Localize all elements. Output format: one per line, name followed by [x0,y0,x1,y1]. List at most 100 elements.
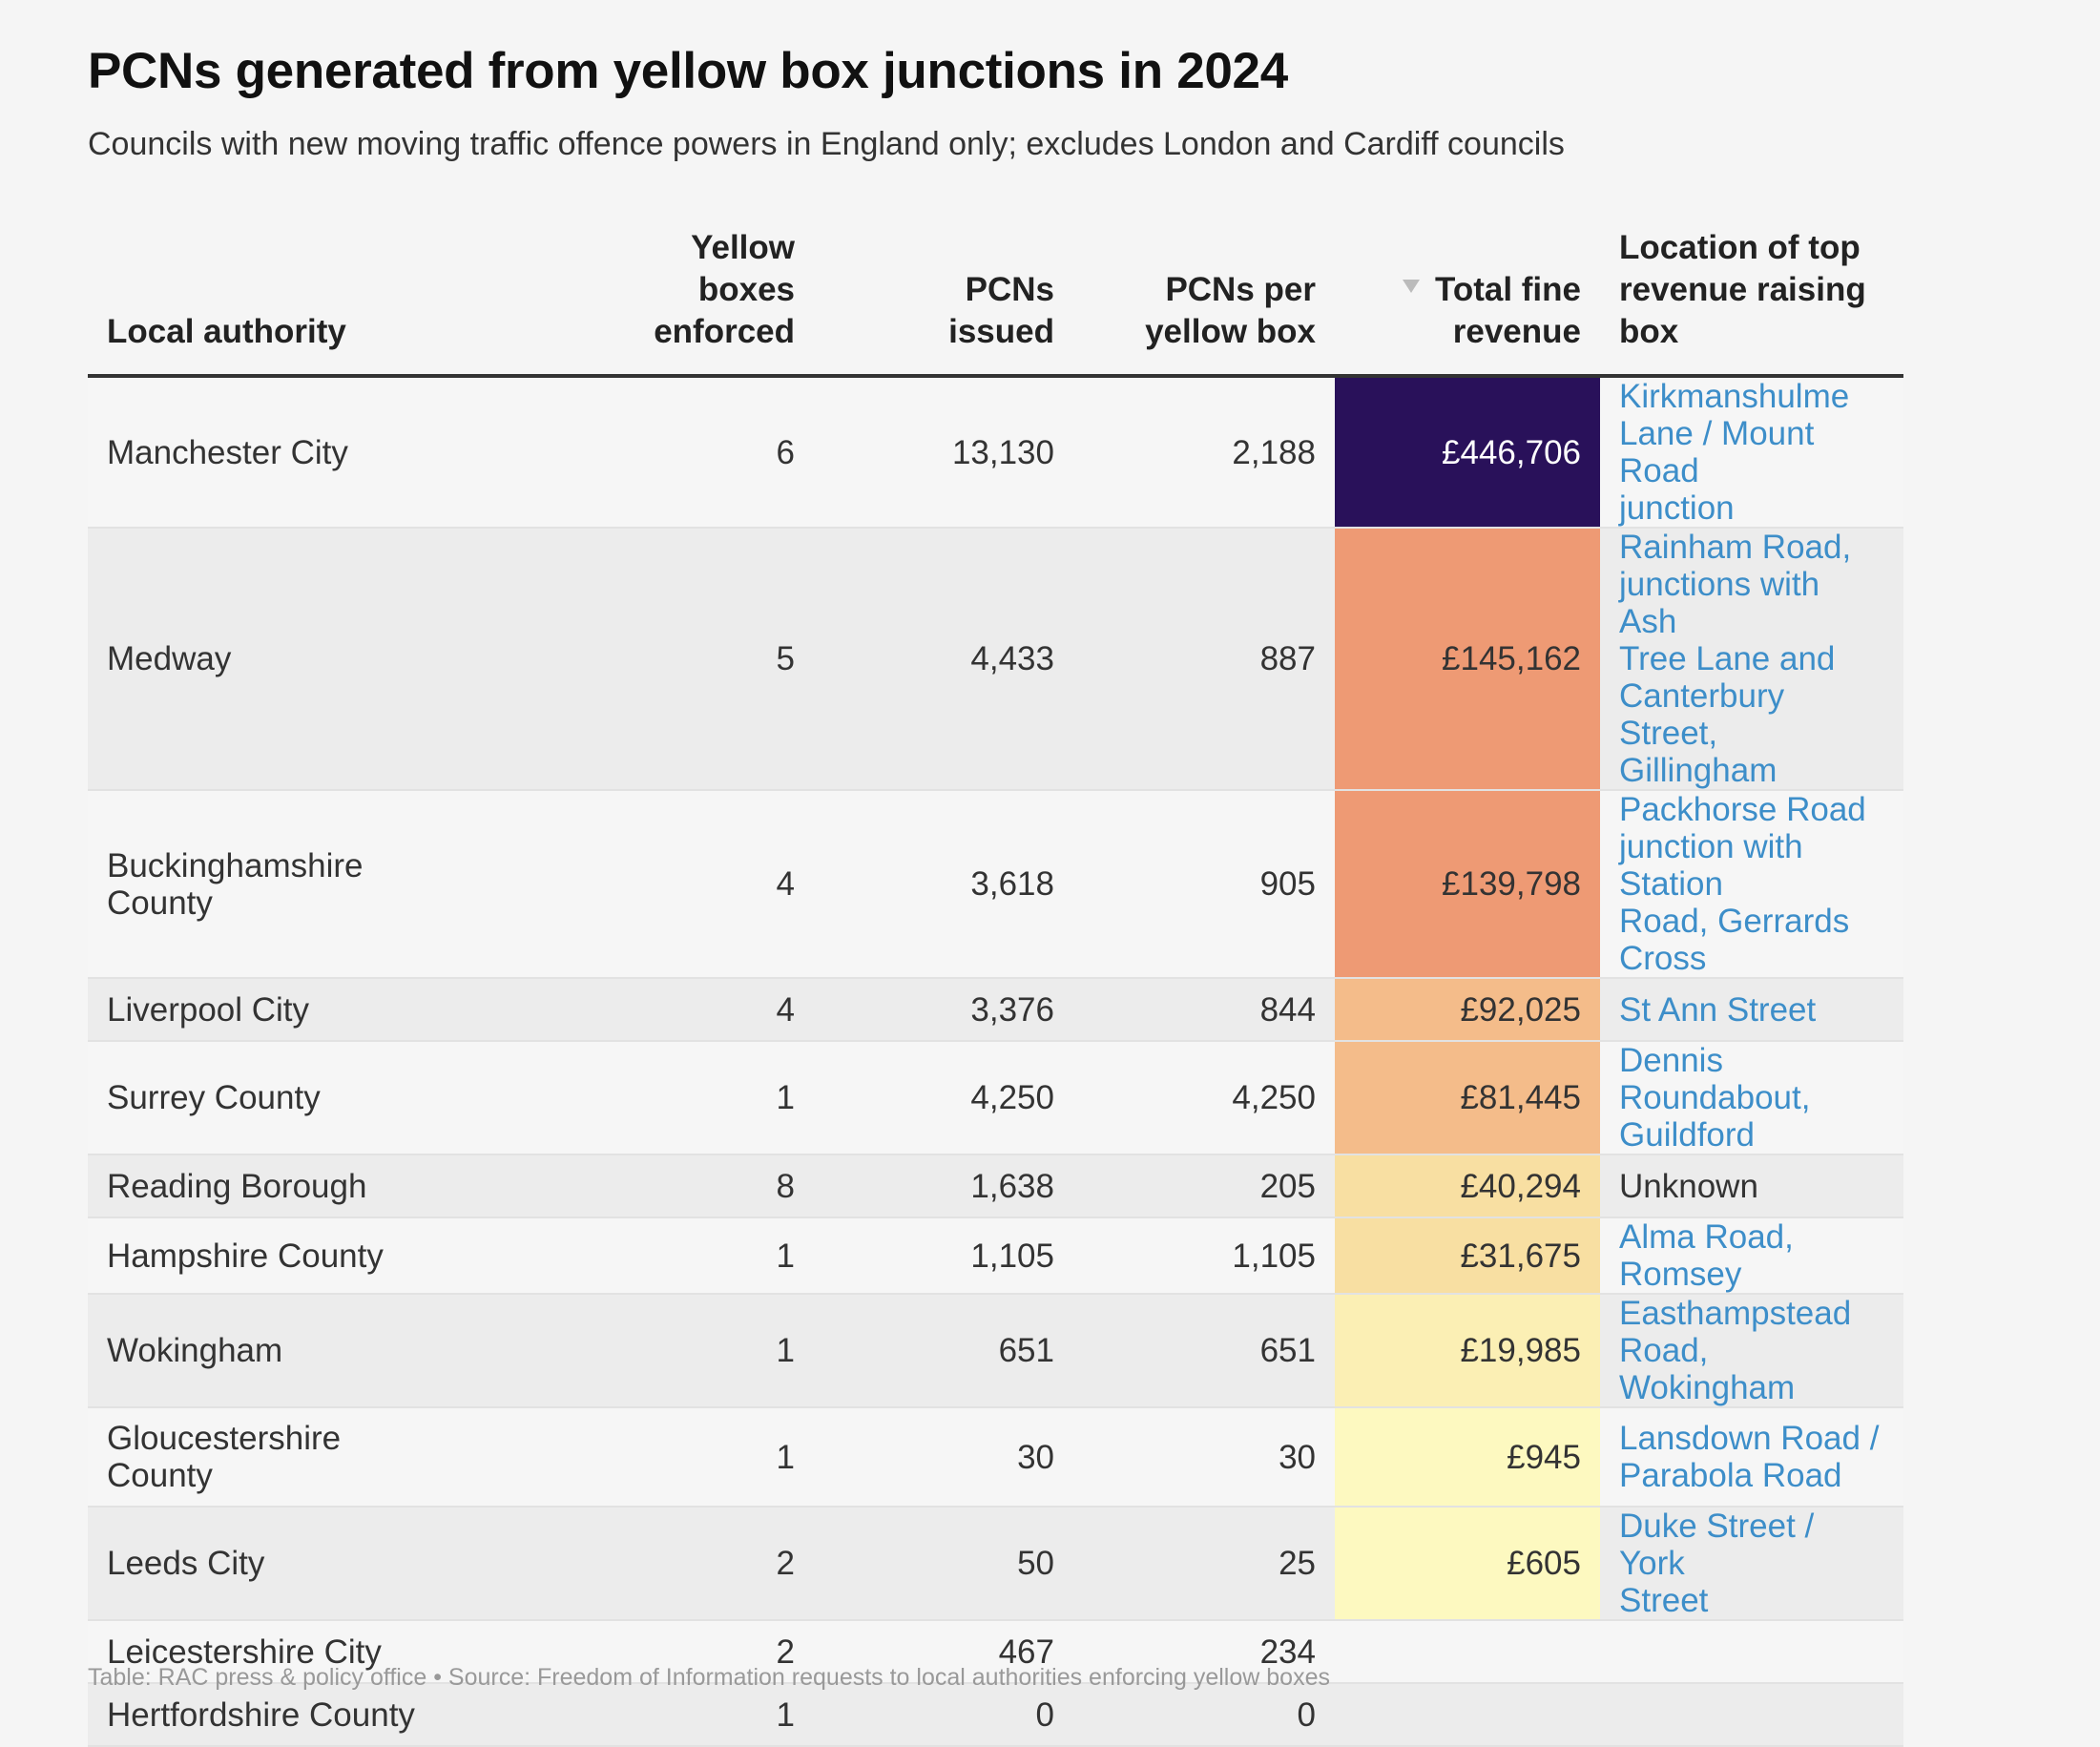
cell-location: Easthampstead Road, Wokingham [1600,1294,1903,1408]
location-link[interactable]: Rainham Road, junctions with Ash Tree Lane… [1619,529,1852,789]
table-row: Gloucestershire County 1 30 30 £945 Lansdown R… [88,1407,1903,1508]
cell-pcns-per-box: 651 [1073,1294,1335,1408]
header-pcns-issued[interactable]: PCNs issued [814,227,1073,378]
table-row: Buckinghamshire County 4 3,618 905 £139,798 Pa… [88,790,1903,979]
cell-yellow-boxes: 5 [514,528,814,791]
sort-descending-icon [1403,280,1421,293]
table-row: Hampshire County 1 1,105 1,105 £31,675 Alma R… [88,1217,1903,1295]
table-body: Manchester City 6 13,130 2,188 £446,706 Kirkm… [88,376,1903,1747]
cell-pcns-per-box: 25 [1073,1507,1335,1621]
header-pcns-per-yellow-box[interactable]: PCNs per yellow box [1073,227,1335,378]
cell-local-authority: Leeds City [88,1507,514,1621]
cell-pcns-issued: 50 [814,1507,1073,1621]
cell-pcns-issued: 4,250 [814,1041,1073,1155]
location-link[interactable]: Duke Street / York Street [1619,1508,1815,1619]
location-link[interactable]: Kirkmanshulme Lane / Mount Road junction [1619,378,1850,527]
cell-total-fine-revenue: £40,294 [1335,1154,1600,1218]
table-row: Medway 5 4,433 887 £145,162 Rainham Road, junc… [88,528,1903,791]
cell-local-authority: Hertfordshire County [88,1683,514,1747]
cell-local-authority: Leicestershire City [88,1620,514,1684]
cell-pcns-issued: 1,105 [814,1217,1073,1295]
data-table: Local authority Yellow boxes enforced PC… [88,227,1903,1747]
cell-total-fine-revenue: £605 [1335,1507,1600,1621]
cell-pcns-per-box: 905 [1073,790,1335,979]
cell-local-authority: Reading Borough [88,1154,514,1218]
cell-pcns-per-box: 844 [1073,978,1335,1042]
table-row: Liverpool City 4 3,376 844 £92,025 St Ann Str… [88,978,1903,1042]
cell-pcns-issued: 4,433 [814,528,1073,791]
cell-local-authority: Hampshire County [88,1217,514,1295]
location-link[interactable]: Easthampstead Road, Wokingham [1619,1295,1852,1406]
cell-pcns-per-box: 0 [1073,1683,1335,1747]
table-row: Manchester City 6 13,130 2,188 £446,706 Kirkm… [88,376,1903,529]
cell-pcns-issued: 1,638 [814,1154,1073,1218]
cell-pcns-issued: 0 [814,1683,1073,1747]
cell-pcns-issued: 467 [814,1620,1073,1684]
chart-title: PCNs generated from yellow box junctions… [88,43,1288,99]
location-link[interactable]: St Ann Street [1619,990,1817,1029]
cell-yellow-boxes: 1 [514,1217,814,1295]
cell-local-authority: Buckinghamshire County [88,790,514,979]
cell-location: Dennis Roundabout, Guildford [1600,1041,1903,1155]
cell-pcns-per-box: 2,188 [1073,376,1335,529]
cell-yellow-boxes: 1 [514,1683,814,1747]
cell-location: Kirkmanshulme Lane / Mount Road junction [1600,376,1903,529]
cell-local-authority: Gloucestershire County [88,1407,514,1508]
location-link[interactable]: Alma Road, Romsey [1619,1218,1794,1293]
cell-local-authority: Wokingham [88,1294,514,1408]
table-row: Hertfordshire County 1 0 0 [88,1683,1903,1747]
cell-total-fine-revenue [1335,1683,1600,1747]
cell-yellow-boxes: 2 [514,1507,814,1621]
cell-total-fine-revenue: £19,985 [1335,1294,1600,1408]
table-row: Surrey County 1 4,250 4,250 £81,445 Dennis Ro… [88,1041,1903,1155]
cell-total-fine-revenue: £145,162 [1335,528,1600,791]
cell-pcns-per-box: 4,250 [1073,1041,1335,1155]
cell-pcns-per-box: 205 [1073,1154,1335,1218]
cell-yellow-boxes: 4 [514,790,814,979]
table-row: Reading Borough 8 1,638 205 £40,294 Unknown [88,1154,1903,1218]
table-row: Leeds City 2 50 25 £605 Duke Street / York Str… [88,1507,1903,1621]
cell-total-fine-revenue: £945 [1335,1407,1600,1508]
cell-pcns-per-box: 1,105 [1073,1217,1335,1295]
cell-pcns-issued: 3,376 [814,978,1073,1042]
cell-yellow-boxes: 4 [514,978,814,1042]
table-row: Wokingham 1 651 651 £19,985 Easthampstead Road… [88,1294,1903,1408]
chart-footer: Table: RAC press & policy office • Sourc… [88,1664,1330,1691]
cell-local-authority: Medway [88,528,514,791]
cell-yellow-boxes: 1 [514,1407,814,1508]
cell-pcns-issued: 3,618 [814,790,1073,979]
cell-location: Unknown [1600,1154,1903,1218]
cell-local-authority: Surrey County [88,1041,514,1155]
cell-local-authority: Liverpool City [88,978,514,1042]
cell-pcns-issued: 651 [814,1294,1073,1408]
table-row: Leicestershire City 2 467 234 [88,1620,1903,1684]
chart-subtitle: Councils with new moving traffic offence… [88,126,1565,162]
cell-location [1600,1683,1903,1747]
header-yellow-boxes-enforced[interactable]: Yellow boxes enforced [514,227,814,378]
cell-total-fine-revenue: £139,798 [1335,790,1600,979]
cell-location: Lansdown Road / Parabola Road [1600,1407,1903,1508]
cell-pcns-per-box: 234 [1073,1620,1335,1684]
cell-location [1600,1620,1903,1684]
cell-local-authority: Manchester City [88,376,514,529]
location-link[interactable]: Dennis Roundabout, Guildford [1619,1042,1811,1154]
cell-total-fine-revenue [1335,1620,1600,1684]
cell-pcns-issued: 30 [814,1407,1073,1508]
location-link[interactable]: Lansdown Road / Parabola Road [1619,1420,1880,1494]
cell-yellow-boxes: 2 [514,1620,814,1684]
header-location-top-box[interactable]: Location of top revenue raising box [1600,227,1903,378]
cell-pcns-per-box: 887 [1073,528,1335,791]
cell-location: Alma Road, Romsey [1600,1217,1903,1295]
location-link[interactable]: Packhorse Road junction with Station Road,… [1619,791,1866,977]
location-text: Unknown [1619,1167,1758,1205]
cell-pcns-per-box: 30 [1073,1407,1335,1508]
header-local-authority[interactable]: Local authority [88,227,514,378]
header-total-fine-revenue[interactable]: Total fine revenue [1335,227,1600,378]
cell-yellow-boxes: 6 [514,376,814,529]
cell-location: Rainham Road, junctions with Ash Tree Lane… [1600,528,1903,791]
table-header-row: Local authority Yellow boxes enforced PC… [88,227,1903,378]
cell-total-fine-revenue: £446,706 [1335,376,1600,529]
cell-total-fine-revenue: £92,025 [1335,978,1600,1042]
cell-location: Packhorse Road junction with Station Road,… [1600,790,1903,979]
cell-yellow-boxes: 1 [514,1294,814,1408]
